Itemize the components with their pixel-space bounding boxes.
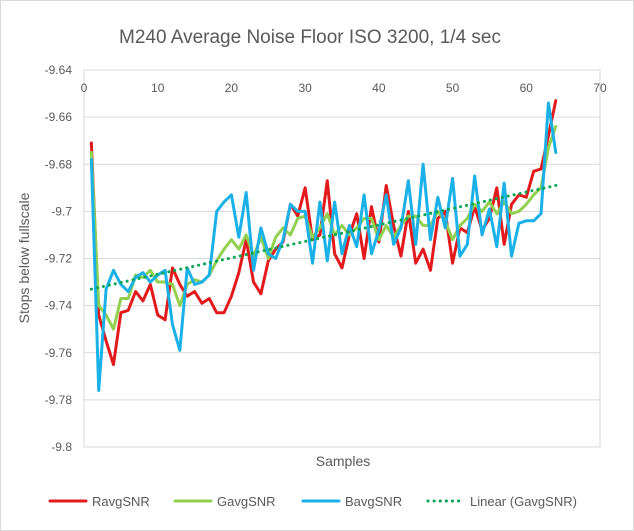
x-tick-label: 70: [593, 81, 607, 95]
x-tick-label: 50: [446, 81, 460, 95]
y-tick-label: -9.72: [45, 252, 73, 266]
legend-label-linear-gavgsnr: Linear (GavgSNR): [470, 494, 577, 509]
legend-label-bavgsnr: BavgSNR: [345, 494, 402, 509]
x-tick-label: 0: [81, 81, 88, 95]
x-tick-label: 30: [298, 81, 312, 95]
x-tick-label: 60: [520, 81, 534, 95]
y-tick-label: -9.76: [45, 346, 73, 360]
x-tick-label: 40: [372, 81, 386, 95]
x-axis-label: Samples: [316, 453, 370, 469]
series-lines: [89, 99, 558, 392]
legend-label-ravgsnr: RavgSNR: [92, 494, 150, 509]
tick-labels: -9.64 -9.66 -9.68 -9.7 -9.72 -9.74 -9.76 -9.78 -…: [45, 63, 607, 454]
x-tick-label: 10: [151, 81, 165, 95]
series-line-linear-gavgsnr: [89, 183, 558, 291]
legend: RavgSNR GavgSNR BavgSNR Linear (GavgSNR): [48, 494, 577, 509]
y-tick-label: -9.66: [45, 110, 73, 124]
y-tick-label: -9.78: [45, 393, 73, 407]
y-tick-label: -9.7: [51, 204, 72, 218]
plot-area-border: [83, 69, 601, 448]
chart-title: M240 Average Noise Floor ISO 3200, 1/4 s…: [119, 27, 501, 48]
x-tick-label: 20: [225, 81, 239, 95]
y-tick-label: -9.64: [45, 63, 73, 77]
y-axis-label: Stops below fullscale: [16, 192, 32, 323]
series-line-bavgsnr: [89, 101, 558, 392]
legend-label-gavgsnr: GavgSNR: [217, 494, 276, 509]
y-tick-label: -9.74: [45, 299, 73, 313]
y-tick-label: -9.68: [45, 157, 73, 171]
y-tick-label: -9.8: [51, 440, 72, 454]
